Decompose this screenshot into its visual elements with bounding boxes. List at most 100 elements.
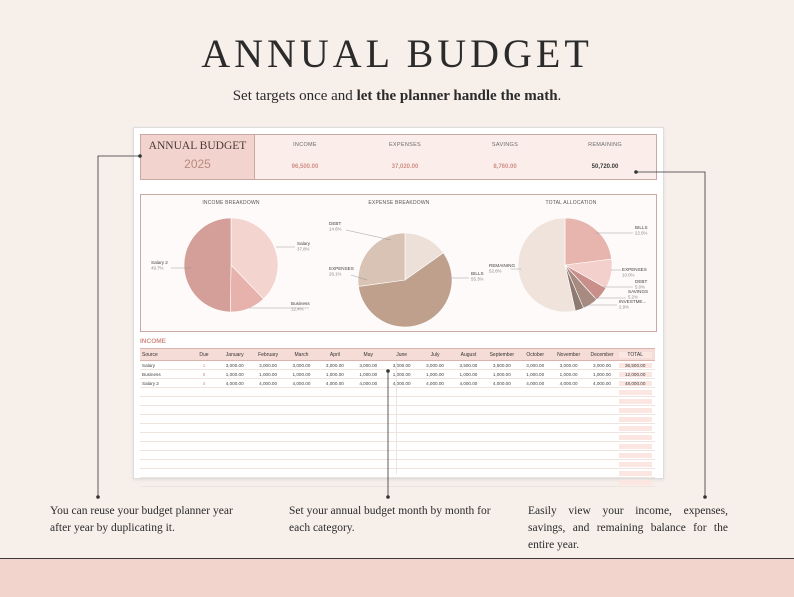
table-cell[interactable] — [485, 426, 518, 431]
table-cell[interactable] — [285, 462, 318, 467]
table-cell[interactable] — [251, 462, 284, 467]
table-cell[interactable] — [618, 479, 652, 485]
table-cell[interactable] — [618, 389, 652, 395]
table-cell[interactable]: 3,500.00 — [492, 362, 511, 368]
table-cell[interactable] — [385, 444, 418, 449]
table-cell[interactable] — [418, 408, 451, 413]
table-cell[interactable] — [418, 453, 451, 458]
table-cell[interactable] — [318, 426, 351, 431]
table-cell[interactable] — [418, 435, 451, 440]
table-cell[interactable] — [418, 417, 451, 422]
table-cell[interactable] — [552, 471, 585, 476]
table-cell[interactable] — [218, 390, 251, 395]
table-cell[interactable] — [385, 480, 418, 485]
table-cell[interactable] — [190, 480, 218, 485]
table-cell[interactable]: 3,000.00 — [526, 362, 545, 368]
table-cell[interactable]: 1,000.00 — [392, 371, 411, 377]
table-cell[interactable] — [418, 444, 451, 449]
table-cell[interactable] — [519, 417, 552, 422]
table-cell[interactable]: 3,000.00 — [225, 362, 244, 368]
table-cell[interactable] — [485, 390, 518, 395]
table-cell[interactable] — [585, 480, 618, 485]
table-cell[interactable]: 1,000.00 — [359, 371, 378, 377]
table-cell[interactable] — [552, 426, 585, 431]
table-cell[interactable] — [519, 480, 552, 485]
table-cell[interactable]: 3,500.00 — [459, 362, 478, 368]
table-cell[interactable] — [585, 453, 618, 458]
table-cell[interactable]: 1,000.00 — [426, 371, 444, 377]
table-cell[interactable] — [352, 453, 385, 458]
table-cell[interactable]: 4,000.00 — [225, 380, 244, 386]
table-cell[interactable] — [485, 480, 518, 485]
table-cell[interactable] — [485, 462, 518, 467]
table-cell[interactable]: 48,000.00 — [618, 380, 652, 386]
table-cell[interactable]: 1,000.00 — [325, 371, 344, 377]
table-cell[interactable]: 4,000.00 — [559, 380, 578, 386]
table-cell[interactable] — [385, 471, 418, 476]
table-cell[interactable]: Business — [142, 371, 161, 377]
table-cell[interactable] — [285, 444, 318, 449]
table-cell[interactable] — [318, 435, 351, 440]
table-cell[interactable] — [519, 390, 552, 395]
table-cell[interactable] — [618, 443, 652, 449]
table-cell[interactable] — [519, 453, 552, 458]
table-cell[interactable] — [251, 471, 284, 476]
table-cell[interactable] — [140, 399, 190, 404]
table-cell[interactable] — [385, 435, 418, 440]
table-cell[interactable] — [190, 399, 218, 404]
table-cell[interactable]: 4,000.00 — [526, 380, 545, 386]
table-cell[interactable]: 1,000.00 — [459, 371, 478, 377]
table-cell[interactable] — [552, 453, 585, 458]
table-cell[interactable] — [190, 471, 218, 476]
table-cell[interactable] — [218, 444, 251, 449]
table-cell[interactable] — [140, 462, 190, 467]
table-cell[interactable] — [352, 435, 385, 440]
table-cell[interactable] — [251, 408, 284, 413]
table-cell[interactable] — [352, 390, 385, 395]
table-cell[interactable] — [485, 435, 518, 440]
table-cell[interactable] — [251, 453, 284, 458]
table-cell[interactable] — [140, 417, 190, 422]
table-cell[interactable]: 4 — [202, 380, 206, 386]
table-cell[interactable] — [285, 408, 318, 413]
table-cell[interactable] — [251, 426, 284, 431]
table-cell[interactable] — [251, 480, 284, 485]
table-cell[interactable] — [318, 453, 351, 458]
table-cell[interactable] — [485, 408, 518, 413]
table-cell[interactable] — [385, 462, 418, 467]
table-cell[interactable] — [251, 444, 284, 449]
table-cell[interactable] — [352, 408, 385, 413]
table-cell[interactable]: Salary — [142, 362, 156, 368]
table-cell[interactable] — [552, 462, 585, 467]
table-cell[interactable]: Salary 2 — [142, 380, 159, 386]
table-cell[interactable] — [452, 471, 485, 476]
table-cell[interactable] — [452, 417, 485, 422]
table-cell[interactable] — [251, 417, 284, 422]
table-cell[interactable] — [285, 399, 318, 404]
table-cell[interactable] — [318, 444, 351, 449]
table-cell[interactable] — [418, 462, 451, 467]
table-cell[interactable] — [251, 435, 284, 440]
table-cell[interactable]: 3,000.00 — [359, 362, 378, 368]
table-cell[interactable]: 4,000.00 — [492, 380, 511, 386]
table-cell[interactable] — [552, 390, 585, 395]
table-cell[interactable] — [585, 390, 618, 395]
table-cell[interactable] — [318, 480, 351, 485]
table-cell[interactable]: 3,000.00 — [426, 362, 444, 368]
table-cell[interactable]: 1,000.00 — [593, 371, 611, 377]
table-cell[interactable]: 4,000.00 — [459, 380, 478, 386]
table-cell[interactable] — [190, 408, 218, 413]
table-cell[interactable] — [190, 444, 218, 449]
table-cell[interactable] — [251, 390, 284, 395]
table-cell[interactable]: 4,000.00 — [426, 380, 444, 386]
table-cell[interactable]: 3,000.00 — [325, 362, 344, 368]
table-cell[interactable]: 3,000.00 — [292, 362, 311, 368]
table-cell[interactable] — [585, 408, 618, 413]
table-cell[interactable]: 1,000.00 — [259, 371, 278, 377]
table-cell[interactable] — [352, 471, 385, 476]
table-cell[interactable] — [552, 417, 585, 422]
table-cell[interactable] — [190, 462, 218, 467]
table-cell[interactable] — [485, 399, 518, 404]
table-cell[interactable] — [485, 453, 518, 458]
table-cell[interactable] — [452, 390, 485, 395]
